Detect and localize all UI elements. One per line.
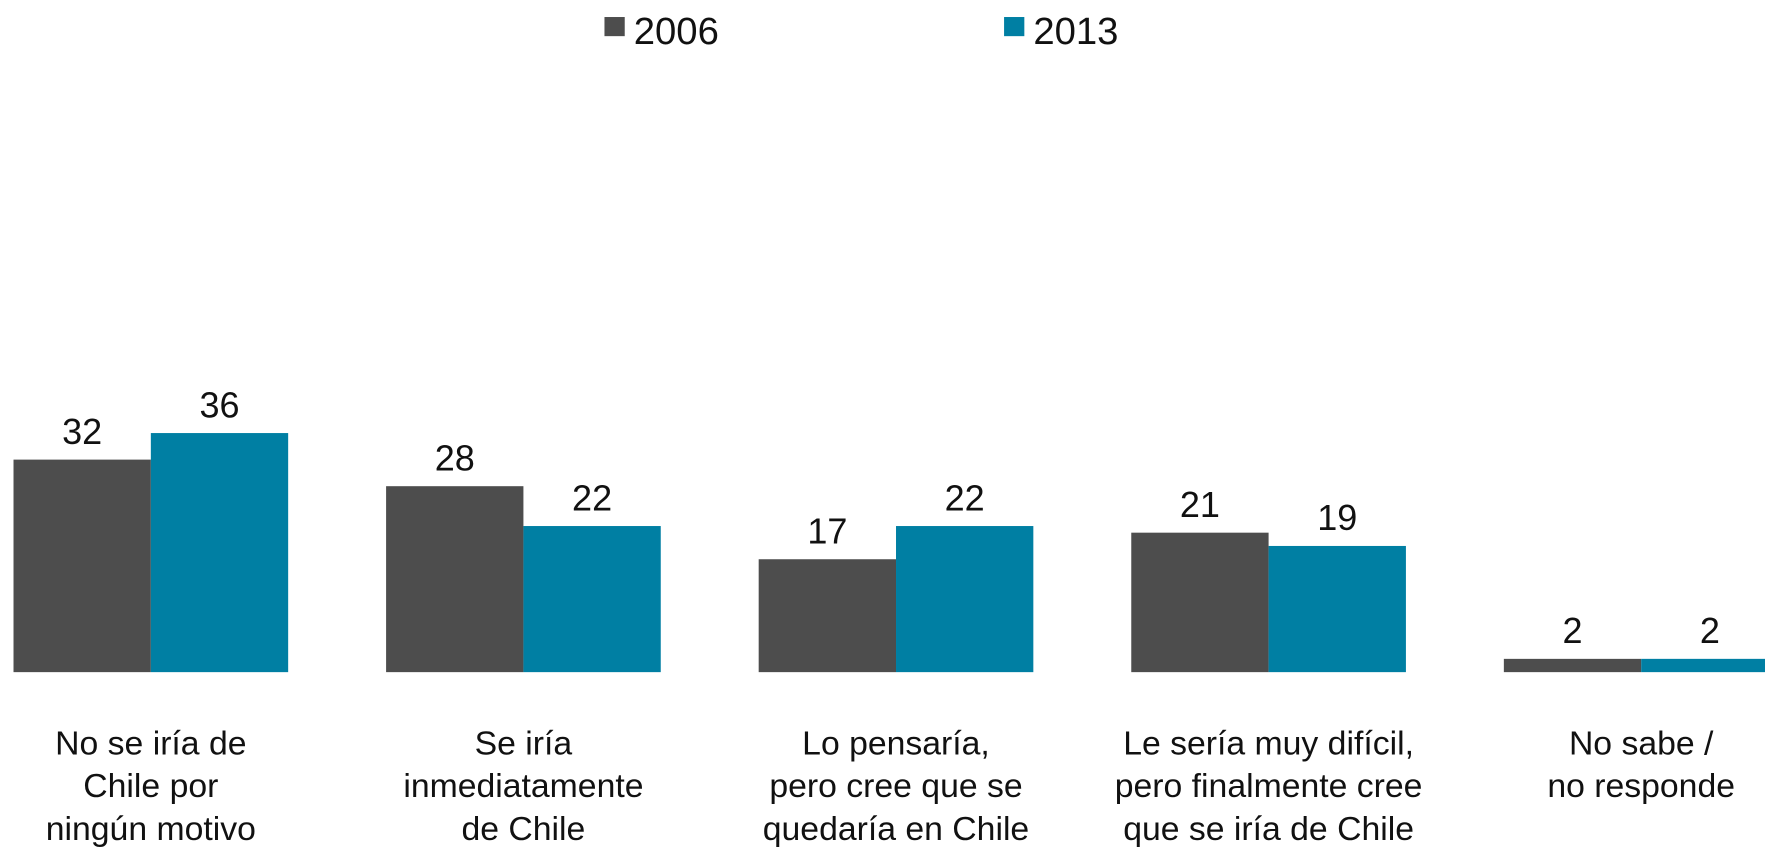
value-label: 22 <box>572 477 612 518</box>
value-label: 19 <box>1317 497 1357 538</box>
bar <box>1131 532 1269 673</box>
x-tick-label-line: pero cree que se <box>769 767 1022 805</box>
x-tick-label: Se iría inmediatamente de Chile <box>403 724 643 848</box>
x-tick-label: No sabe / no responde <box>1547 724 1735 805</box>
x-tick-label-line: de Chile <box>462 810 586 848</box>
bar <box>1641 658 1765 673</box>
bar <box>386 486 524 673</box>
x-tick-label: Le sería muy difícil, pero finalmente cre… <box>1115 724 1423 848</box>
bar <box>758 559 897 673</box>
x-tick-label-line: pero finalmente cree <box>1115 767 1423 805</box>
bar <box>1503 658 1642 673</box>
value-label: 2 <box>1700 610 1720 651</box>
legend-label: 2006 <box>634 10 719 53</box>
value-label: 32 <box>62 411 102 452</box>
x-tick-label-line: Lo pensaría, <box>802 724 990 762</box>
bar <box>150 433 289 673</box>
value-label: 36 <box>199 384 239 425</box>
x-tick-label-line: inmediatamente <box>403 767 643 805</box>
value-label: 22 <box>945 477 985 518</box>
value-label: 2 <box>1563 610 1583 651</box>
x-tick-label-line: que se iría de Chile <box>1123 810 1414 848</box>
value-label: 17 <box>807 510 847 551</box>
legend-swatch <box>604 17 625 37</box>
x-tick-label-line: No sabe / <box>1569 724 1714 762</box>
bar <box>896 526 1034 673</box>
x-tick-label-line: quedaría en Chile <box>763 810 1029 848</box>
bar <box>1268 545 1406 673</box>
x-tick-label-line: ningún motivo <box>46 810 256 848</box>
x-tick-label-line: Se iría <box>475 724 573 762</box>
x-tick-label: No se iría de Chile por ningún motivo <box>46 724 256 848</box>
legend-swatch <box>1004 17 1025 37</box>
x-tick-label: Lo pensaría, pero cree que se quedaría en … <box>763 724 1029 848</box>
bar <box>523 526 661 673</box>
x-tick-label-line: Le sería muy difícil, <box>1123 724 1414 762</box>
x-tick-label-line: no responde <box>1547 767 1735 805</box>
value-label: 21 <box>1180 484 1220 525</box>
value-label: 28 <box>435 437 475 478</box>
bar <box>13 459 151 673</box>
legend-label: 2013 <box>1033 10 1118 53</box>
x-tick-label-line: Chile por <box>83 767 218 805</box>
x-tick-label-line: No se iría de <box>55 724 246 762</box>
